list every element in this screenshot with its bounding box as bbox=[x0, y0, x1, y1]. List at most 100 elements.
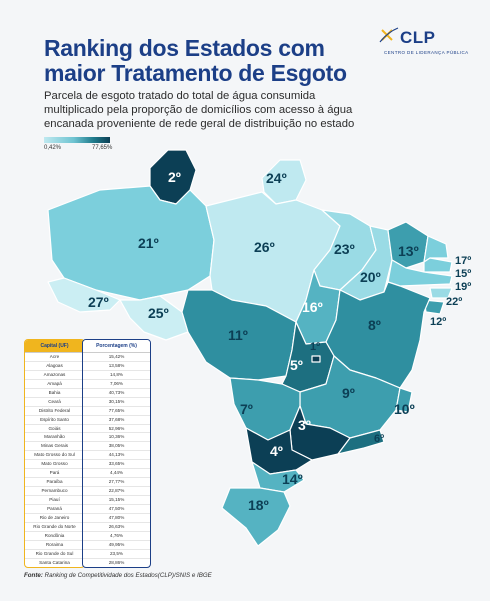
state-es bbox=[395, 387, 413, 413]
table-row: Amapá bbox=[25, 380, 84, 389]
table-row: Pará bbox=[25, 469, 84, 479]
state-rn bbox=[423, 235, 449, 263]
rank-pi: 20º bbox=[360, 269, 381, 285]
source-note: Fonte: Ranking de Competitividade dos Es… bbox=[24, 572, 212, 579]
table-row: 37,68% bbox=[83, 416, 150, 425]
source-text: Ranking de Competitividade dos Estados(C… bbox=[44, 572, 212, 579]
table-row: Santa Catarina bbox=[25, 559, 84, 567]
table-row: Goiás bbox=[25, 425, 84, 434]
table-row: Acre bbox=[25, 353, 84, 362]
table-row: Maranhão bbox=[25, 433, 84, 443]
table-row: 27,77% bbox=[83, 478, 150, 488]
rank-go: 5º bbox=[290, 357, 303, 373]
table-row: Bahia bbox=[25, 389, 84, 398]
table-row: Amazonas bbox=[25, 371, 84, 380]
values-column: Porcentagem (%) 15,42% 13,58% 14,8% 7,06% 40… bbox=[82, 339, 151, 568]
table-row: 52,96% bbox=[83, 425, 150, 434]
table-row: 13,58% bbox=[83, 362, 150, 371]
rank-ce: 13º bbox=[398, 243, 419, 259]
table-row: 47,80% bbox=[83, 514, 150, 523]
rank-ro: 25º bbox=[148, 305, 169, 321]
rank-al: 22º bbox=[446, 296, 462, 308]
table-row: Paraíba bbox=[25, 478, 84, 488]
table-row: 23,5% bbox=[83, 550, 150, 559]
states-column-header: Capital (UF) bbox=[25, 340, 84, 353]
rank-ac: 27º bbox=[88, 294, 109, 310]
table-row: 28,86% bbox=[83, 559, 150, 567]
state-rj bbox=[337, 429, 385, 455]
legend-max-label: 77,65% bbox=[92, 145, 113, 151]
table-row: Mato Grosso bbox=[25, 460, 84, 470]
rank-ms: 7º bbox=[240, 401, 253, 417]
rank-sp: 3º bbox=[298, 417, 311, 433]
rank-pr: 4º bbox=[270, 443, 283, 459]
state-al bbox=[429, 287, 453, 299]
table-row: 30,15% bbox=[83, 398, 150, 407]
state-ap bbox=[261, 159, 307, 205]
state-pb bbox=[423, 257, 453, 273]
table-row: 10,36% bbox=[83, 433, 150, 443]
values-column-header: Porcentagem (%) bbox=[83, 340, 150, 353]
table-row: 49,95% bbox=[83, 541, 150, 550]
rank-df: 1º bbox=[310, 341, 320, 353]
table-row: Rondônia bbox=[25, 532, 84, 541]
table-row: Rio Grande do Sul bbox=[25, 550, 84, 559]
table-row: 4,44% bbox=[83, 469, 150, 479]
title-line-2: maior Tratamento de Esgoto bbox=[44, 60, 347, 86]
logo-tagline: CENTRO DE LIDERANÇA PÚBLICA bbox=[384, 50, 469, 55]
table-row: Piauí bbox=[25, 496, 84, 505]
table-row: Rio de Janeiro bbox=[25, 514, 84, 523]
table-row: Alagoas bbox=[25, 362, 84, 371]
state-ac bbox=[47, 277, 121, 313]
table-row: 38,05% bbox=[83, 442, 150, 452]
table-row: 44,13% bbox=[83, 451, 150, 461]
rank-sc: 14º bbox=[282, 471, 303, 487]
state-df bbox=[311, 355, 321, 363]
rank-mg: 9º bbox=[342, 385, 355, 401]
table-row: Paraná bbox=[25, 505, 84, 514]
ranking-table: Capital (UF) Acre Alagoas Amazonas Amapá Bah… bbox=[24, 339, 151, 568]
table-row: 22,87% bbox=[83, 487, 150, 496]
table-row: 33,65% bbox=[83, 460, 150, 470]
page-title: Ranking dos Estados com maior Tratamento… bbox=[44, 36, 374, 86]
page-subtitle: Parcela de esgoto tratado do total de ág… bbox=[44, 90, 355, 130]
table-row: 15,42% bbox=[83, 353, 150, 362]
rank-es: 10º bbox=[394, 401, 415, 417]
table-row: Sergipe bbox=[25, 568, 84, 569]
table-row: 4,76% bbox=[83, 532, 150, 541]
rank-rn: 17º bbox=[455, 255, 471, 267]
state-rs bbox=[221, 487, 291, 547]
rank-rs: 18º bbox=[248, 497, 269, 513]
rank-mt: 11º bbox=[228, 327, 248, 343]
table-row: Mato Grosso do Sul bbox=[25, 451, 84, 461]
table-row: 26,63% bbox=[83, 523, 150, 532]
table-row: 14,8% bbox=[83, 371, 150, 380]
rank-ba: 8º bbox=[368, 317, 381, 333]
title-line-1: Ranking dos Estados com bbox=[44, 35, 325, 61]
table-row: Ceará bbox=[25, 398, 84, 407]
table-row: 47,50% bbox=[83, 505, 150, 514]
rank-pb: 15º bbox=[455, 268, 471, 280]
rank-ap: 24º bbox=[266, 170, 287, 186]
legend-min-label: 0,42% bbox=[44, 145, 62, 151]
rank-to: 16º bbox=[302, 299, 323, 315]
source-label: Fonte: bbox=[24, 572, 43, 579]
table-row: 40,73% bbox=[83, 389, 150, 398]
values-list: 15,42% 13,58% 14,8% 7,06% 40,73% 30,15% 77,65%… bbox=[83, 353, 150, 569]
rank-ma: 23º bbox=[334, 241, 355, 257]
clp-logo-icon bbox=[379, 27, 399, 43]
table-row: Distrito Federal bbox=[25, 407, 84, 416]
table-row: 32,79% bbox=[83, 568, 150, 569]
table-row: Pernambuco bbox=[25, 487, 84, 496]
rank-rj: 6º bbox=[374, 433, 384, 445]
table-row: 77,65% bbox=[83, 407, 150, 416]
table-row: Rio Grande do Norte bbox=[25, 523, 84, 532]
legend-gradient-bar bbox=[44, 137, 110, 143]
states-list: Acre Alagoas Amazonas Amapá Bahia Ceará Distri… bbox=[25, 353, 84, 569]
rank-rr: 2º bbox=[168, 169, 181, 185]
logo-name: CLP bbox=[400, 28, 436, 47]
table-row: 7,06% bbox=[83, 380, 150, 389]
table-row: 15,15% bbox=[83, 496, 150, 505]
